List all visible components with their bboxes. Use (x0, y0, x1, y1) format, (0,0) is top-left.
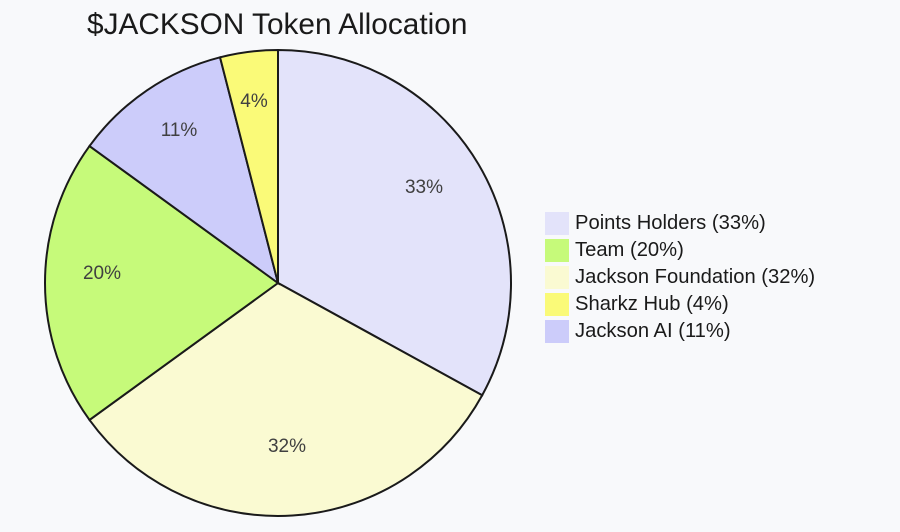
svg-text:32%: 32% (268, 436, 306, 457)
svg-text:4%: 4% (240, 91, 268, 112)
svg-text:33%: 33% (405, 177, 443, 198)
svg-text:11%: 11% (161, 120, 198, 141)
svg-text:20%: 20% (83, 263, 121, 284)
